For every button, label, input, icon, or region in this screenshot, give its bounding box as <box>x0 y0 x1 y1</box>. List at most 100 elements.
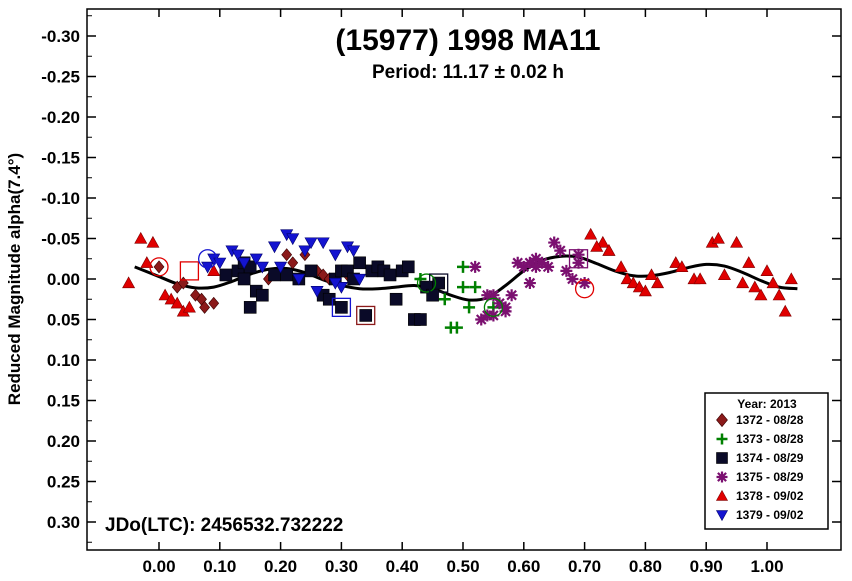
point-triangle <box>736 276 750 289</box>
point-triangle-down <box>255 261 269 274</box>
point-asterisk <box>505 289 518 302</box>
point-plus <box>716 433 728 445</box>
point-triangle <box>717 268 731 281</box>
chart-subtitle: Period: 11.17 ± 0.02 h <box>372 62 564 83</box>
point-asterisk <box>499 305 512 318</box>
y-tick-label: 0.25 <box>47 473 80 492</box>
legend-label: 1378 - 09/02 <box>736 489 804 503</box>
point-triangle-down <box>249 253 263 266</box>
legend-items: 1372 - 08/28 1373 - 08/28 1374 - 08/29 1375… <box>715 412 804 522</box>
highlight-markers <box>149 249 595 326</box>
legend-label: 1375 - 08/29 <box>736 470 804 484</box>
point-asterisk <box>529 260 542 273</box>
point-triangle <box>626 276 640 289</box>
point-asterisk <box>529 252 542 265</box>
point-triangle <box>584 227 598 240</box>
point-triangle <box>772 288 786 301</box>
point-asterisk <box>517 260 530 273</box>
point-asterisk <box>548 236 561 249</box>
point-triangle-down <box>286 233 300 246</box>
point-asterisk <box>542 260 555 273</box>
axis-ticks: 0.00 0.10 0.20 0.30 0.40 0.50 0.60 0.70 0.80 0.90… <box>41 9 841 576</box>
point-triangle <box>590 239 604 252</box>
point-triangle-down <box>231 249 245 262</box>
point-plus <box>438 293 451 306</box>
legend-item: 1373 - 08/28 <box>716 432 804 446</box>
y-tick-label: 0.30 <box>47 513 80 532</box>
point-diamond <box>153 260 165 274</box>
point-triangle <box>675 260 689 272</box>
point-square <box>335 301 348 314</box>
x-tick-label: 0.50 <box>446 557 479 576</box>
point-asterisk <box>487 309 500 322</box>
point-diamond <box>716 412 728 428</box>
series-triangle <box>122 227 798 317</box>
highlight-circle <box>197 249 218 269</box>
point-asterisk <box>523 256 536 269</box>
x-tick-label: 1.00 <box>750 557 783 576</box>
series-asterisk <box>469 236 591 326</box>
legend-item: 1378 - 09/02 <box>715 489 804 503</box>
point-triangle <box>693 272 707 285</box>
legend-item: 1374 - 08/29 <box>716 451 804 465</box>
point-triangle-down <box>316 237 330 250</box>
x-tick-label: 0.20 <box>264 557 297 576</box>
point-asterisk <box>493 297 506 310</box>
point-triangle-down <box>353 273 367 286</box>
point-triangle <box>638 284 652 297</box>
point-triangle-down <box>237 257 251 270</box>
point-plus <box>457 281 469 294</box>
point-triangle <box>651 276 665 289</box>
chart-title: (15977) 1998 MA11 <box>335 24 600 57</box>
point-asterisk <box>469 260 482 273</box>
x-tick-label: 0.00 <box>142 557 175 576</box>
highlight-box <box>356 305 376 326</box>
y-tick-label: 0.10 <box>47 351 80 370</box>
highlight-circle <box>416 273 437 293</box>
point-triangle <box>669 256 683 268</box>
point-triangle-down <box>274 261 288 274</box>
point-triangle-down <box>310 286 324 298</box>
point-square <box>414 313 427 326</box>
x-tick-label: 0.30 <box>325 557 358 576</box>
point-asterisk <box>475 313 488 326</box>
point-asterisk <box>572 256 585 269</box>
point-plus <box>463 301 476 314</box>
point-triangle <box>602 244 616 256</box>
y-tick-label: -0.05 <box>41 230 80 249</box>
point-square <box>304 264 318 278</box>
jdo-annotation: JDo(LTC): 2456532.732222 <box>105 515 343 536</box>
legend-label: 1373 - 08/28 <box>736 432 804 446</box>
point-diamond <box>199 300 210 314</box>
point-square <box>401 260 415 274</box>
point-triangle <box>614 260 628 272</box>
point-triangle <box>182 300 196 313</box>
highlight-box <box>568 249 589 269</box>
legend-item: 1372 - 08/28 <box>716 412 804 428</box>
point-square <box>389 292 403 306</box>
point-triangle <box>784 272 798 285</box>
point-triangle <box>170 296 184 309</box>
x-tick-label: 0.70 <box>568 557 601 576</box>
point-triangle-down <box>292 273 306 286</box>
legend-label: 1374 - 08/29 <box>736 451 804 465</box>
x-tick-label: 0.80 <box>629 557 662 576</box>
point-triangle <box>158 288 172 301</box>
point-asterisk <box>511 256 524 269</box>
point-plus <box>469 281 482 294</box>
point-asterisk <box>523 277 536 290</box>
highlight-box <box>331 297 352 318</box>
point-asterisk <box>487 289 500 302</box>
point-triangle <box>620 272 634 285</box>
point-square <box>426 288 439 302</box>
point-triangle-down <box>334 281 348 294</box>
legend-item: 1375 - 08/29 <box>716 470 804 484</box>
y-tick-label: 0.00 <box>47 270 80 289</box>
point-triangle <box>742 256 756 268</box>
data-points <box>122 227 798 334</box>
point-plus <box>450 321 463 334</box>
point-triangle-down <box>298 245 312 258</box>
highlight-box <box>429 273 449 293</box>
point-triangle-down <box>347 245 361 258</box>
